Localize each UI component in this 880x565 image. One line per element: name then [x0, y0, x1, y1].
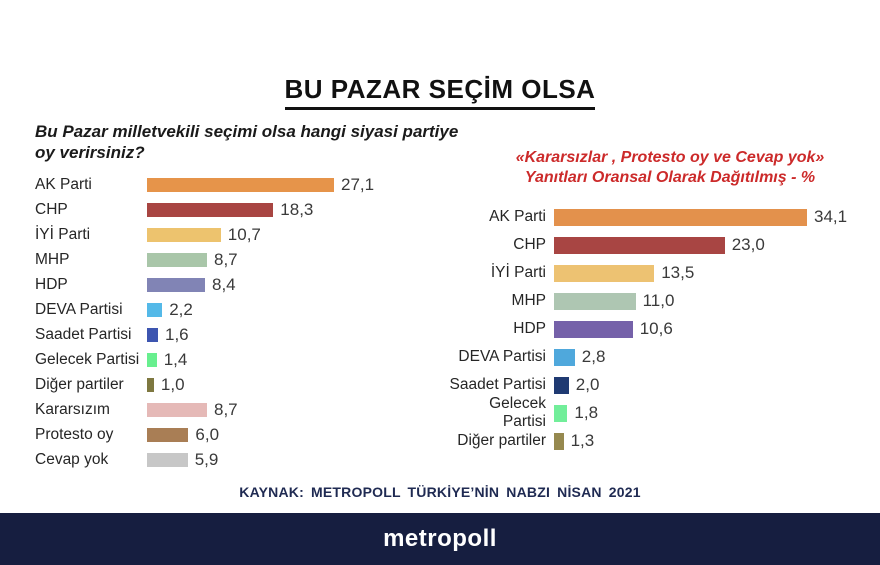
chart-row: CHP 23,0	[448, 231, 872, 259]
value-label: 18,3	[280, 199, 314, 219]
bar	[147, 427, 189, 442]
chart-row: Cevap yok 5,9	[35, 447, 435, 472]
chart-row: Diğer partiler 1,3	[448, 427, 872, 455]
party-label: İYİ Parti	[35, 225, 91, 243]
chart-row: Saadet Partisi 2,0	[448, 371, 872, 399]
value-label: 1,6	[165, 324, 189, 344]
value-label: 1,3	[570, 431, 595, 450]
chart-row: MHP 8,7	[35, 247, 435, 272]
party-label: Diğer partiler	[457, 432, 546, 449]
bar	[147, 302, 163, 317]
chart-row: Gelecek Partisi 1,4	[35, 347, 435, 372]
bar	[554, 208, 807, 226]
value-label: 27,1	[341, 174, 375, 194]
chart-row: İYİ Parti 10,7	[35, 222, 435, 247]
party-label: AK Parti	[489, 208, 546, 225]
bar	[554, 404, 568, 422]
chart-row: HDP 8,4	[35, 272, 435, 297]
value-label: 5,9	[194, 449, 219, 469]
bar	[554, 264, 655, 282]
bar	[554, 320, 633, 338]
chart-row: Saadet Partisi 1,6	[35, 322, 435, 347]
right-chart-subtitle: «Kararsızlar , Protesto oy ve Cevap yok»…	[468, 148, 872, 187]
value-label: 2,8	[581, 347, 606, 366]
bar	[147, 277, 205, 292]
footer-bar: metropoll	[0, 513, 880, 565]
metropoll-logo: metropoll	[383, 525, 497, 552]
page-title: BU PAZAR SEÇİM OLSA	[284, 74, 596, 110]
value-label: 1,4	[163, 349, 188, 369]
source-note: KAYNAK: METROPOLL TÜRKİYE’NİN NABZI NİSA…	[239, 484, 641, 500]
chart-row: AK Parti 27,1	[35, 172, 435, 197]
page-title-wrap: BU PAZAR SEÇİM OLSA	[0, 74, 880, 110]
party-label: Gelecek Partisi	[489, 395, 546, 430]
bar	[554, 348, 575, 366]
party-label: Diğer partiler	[35, 375, 124, 393]
value-label: 23,0	[731, 235, 765, 254]
party-label: CHP	[513, 236, 546, 253]
bar	[147, 327, 158, 342]
party-label: HDP	[35, 275, 68, 293]
value-label: 8,7	[214, 399, 238, 419]
party-label: Saadet Partisi	[449, 376, 547, 393]
chart-row: Gelecek Partisi 1,8	[448, 395, 872, 430]
value-label: 1,0	[160, 374, 185, 394]
value-label: 10,6	[639, 319, 673, 338]
value-label: 1,8	[574, 403, 599, 422]
value-label: 11,0	[642, 291, 675, 310]
subtitle-line-1: «Kararsızlar , Protesto oy ve Cevap yok»	[515, 149, 825, 166]
value-label: 34,1	[814, 207, 848, 226]
value-label: 6,0	[195, 424, 220, 444]
chart-row: CHP 18,3	[35, 197, 435, 222]
value-label: 8,7	[214, 249, 238, 269]
chart-row: DEVA Partisi 2,2	[35, 297, 435, 322]
chart-row: Kararsızım 8,7	[35, 397, 435, 422]
bar	[147, 377, 154, 392]
value-label: 10,7	[227, 224, 261, 244]
party-label: AK Parti	[35, 175, 92, 193]
bar	[147, 227, 221, 242]
bar	[554, 432, 564, 450]
chart-row: Diğer partiler 1,0	[35, 372, 435, 397]
bar	[554, 236, 725, 254]
chart-row: DEVA Partisi 2,8	[448, 343, 872, 371]
bar	[554, 376, 569, 394]
chart-row: Protesto oy 6,0	[35, 422, 435, 447]
chart-row: İYİ Parti 13,5	[448, 259, 872, 287]
party-label: Gelecek Partisi	[35, 350, 140, 368]
party-label: Kararsızım	[35, 400, 110, 418]
bar	[554, 292, 636, 310]
subtitle-line-2: Yanıtları Oransal Olarak Dağıtılmış - %	[524, 168, 816, 186]
party-label: DEVA Partisi	[35, 300, 123, 318]
value-label: 2,2	[169, 299, 193, 319]
value-label: 2,0	[575, 375, 600, 394]
bar	[147, 177, 334, 192]
party-label: Protesto oy	[35, 425, 114, 443]
chart-row: HDP 10,6	[448, 315, 872, 343]
left-chart-question: Bu Pazar milletvekili seçimi olsa hangi …	[35, 121, 495, 164]
party-label: Cevap yok	[35, 450, 109, 468]
party-label: DEVA Partisi	[458, 348, 546, 365]
left-bar-chart: AK Parti 27,1 CHP 18,3 İYİ Parti 10,7 MHP 8,7 HD…	[35, 172, 435, 472]
value-label: 8,4	[212, 274, 236, 294]
chart-row: MHP 11,0	[448, 287, 872, 315]
bar	[147, 202, 274, 217]
bar	[147, 402, 207, 417]
bar	[147, 352, 157, 367]
party-label: CHP	[35, 200, 68, 218]
party-label: MHP	[35, 250, 70, 268]
bar	[147, 252, 207, 267]
question-line-1: Bu Pazar milletvekili seçimi olsa hangi …	[35, 122, 459, 141]
chart-row: AK Parti 34,1	[448, 203, 872, 231]
party-label: HDP	[513, 320, 546, 337]
party-label: İYİ Parti	[490, 264, 546, 281]
party-label: MHP	[511, 292, 546, 309]
value-label: 13,5	[661, 263, 695, 282]
party-label: Saadet Partisi	[35, 325, 132, 343]
bar	[147, 452, 188, 467]
right-bar-chart: AK Parti 34,1 CHP 23,0 İYİ Parti 13,5 MHP 11,0 H…	[448, 203, 872, 455]
question-line-2: oy verirsiniz?	[35, 143, 145, 163]
